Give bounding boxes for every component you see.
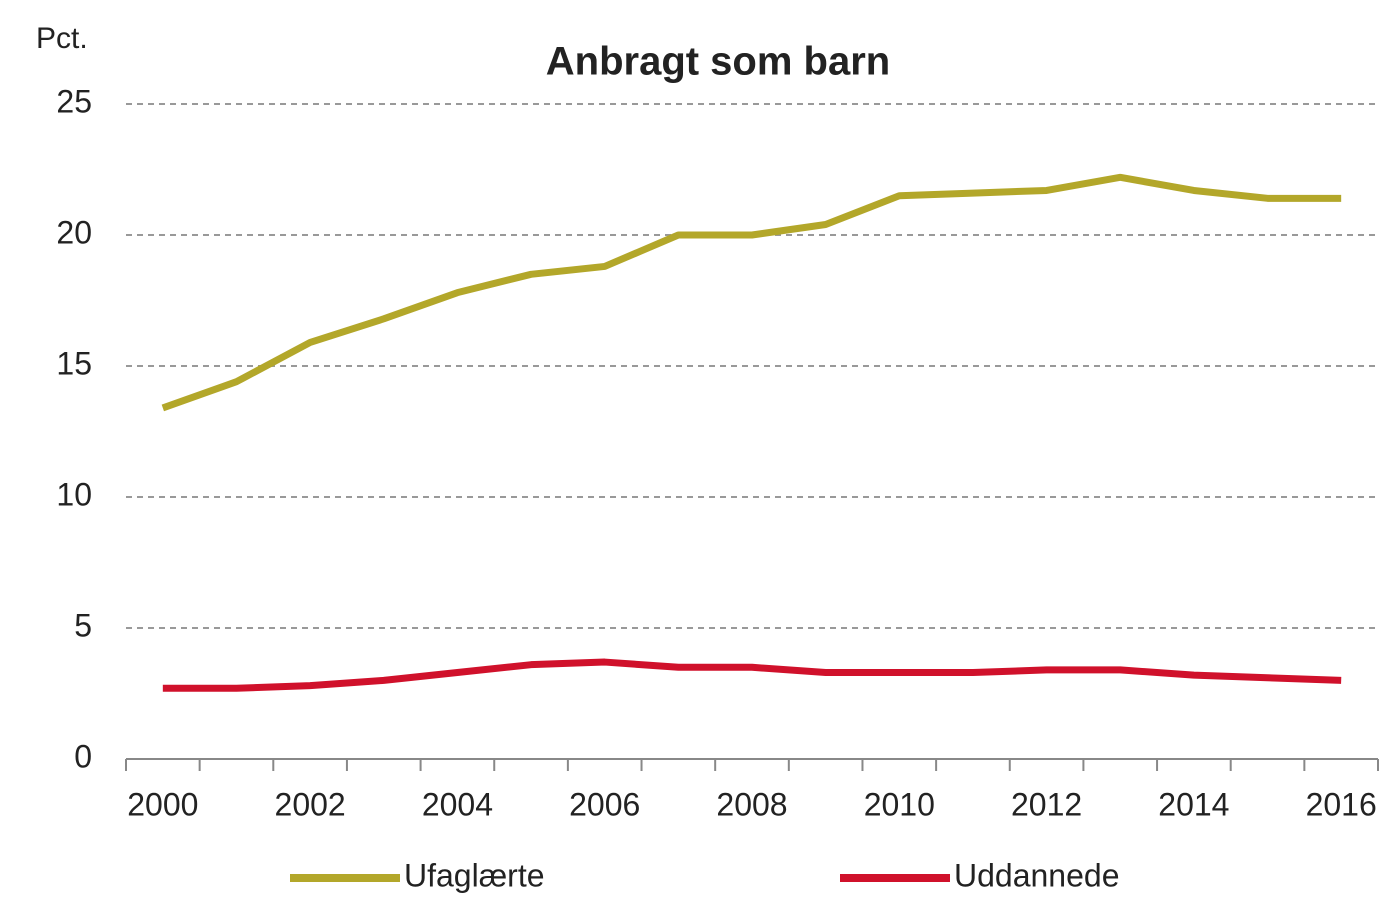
- line-series: [162, 658, 1342, 692]
- y-tick-label: 0: [74, 738, 92, 774]
- x-tick-label: 2016: [1306, 786, 1377, 822]
- x-tick-label: 2012: [1011, 786, 1082, 822]
- x-tick-label: 2004: [422, 786, 493, 822]
- legend-label: Ufaglærte: [404, 857, 545, 893]
- line-series: [161, 173, 1342, 412]
- x-tick-label: 2002: [275, 786, 346, 822]
- x-tick-label: 2008: [716, 786, 787, 822]
- y-tick-label: 25: [56, 83, 92, 119]
- chart-title: Anbragt som barn: [546, 40, 890, 84]
- y-axis-label: Pct.: [36, 22, 88, 55]
- y-tick-label: 10: [56, 476, 92, 512]
- y-tick-label: 15: [56, 345, 92, 381]
- legend-label: Uddannede: [954, 857, 1119, 893]
- x-tick-label: 2014: [1158, 786, 1229, 822]
- y-tick-label: 20: [56, 214, 92, 250]
- x-tick-label: 2006: [569, 786, 640, 822]
- y-tick-label: 5: [74, 607, 92, 643]
- x-tick-label: 2010: [864, 786, 935, 822]
- x-tick-label: 2000: [127, 786, 198, 822]
